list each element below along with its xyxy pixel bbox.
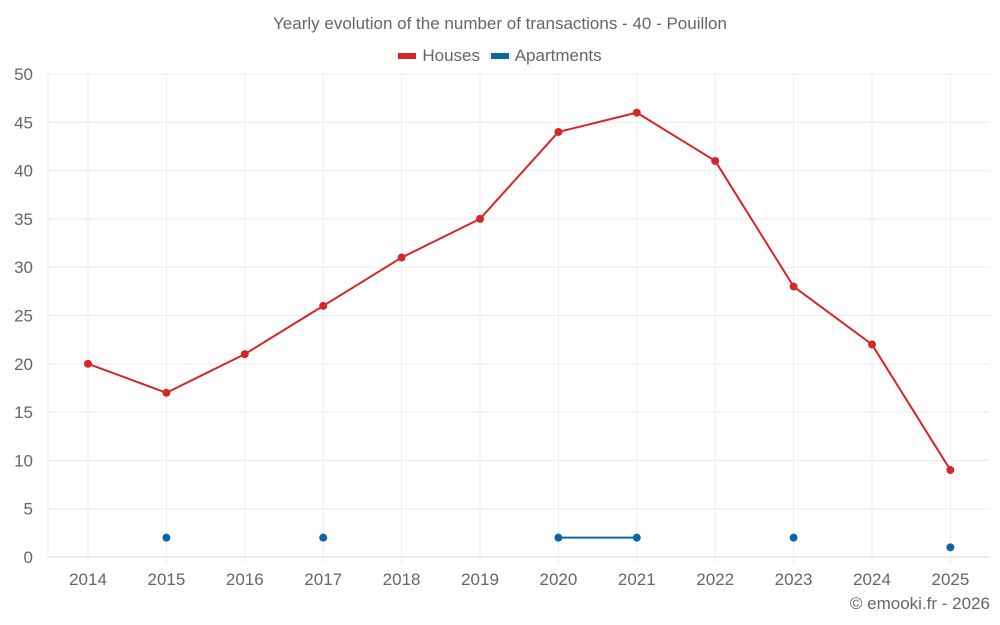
- legend-item-apartments[interactable]: Apartments: [490, 46, 602, 66]
- data-point-houses: [789, 282, 798, 291]
- x-tick-label: 2017: [304, 570, 342, 589]
- series-line-houses: [165, 353, 246, 394]
- data-point-apartments: [789, 533, 798, 542]
- series-line-houses: [401, 218, 481, 259]
- data-point-houses: [632, 108, 641, 117]
- y-tick-label: 0: [24, 548, 33, 567]
- x-tick-label: 2015: [147, 570, 185, 589]
- series-line-houses: [714, 160, 795, 288]
- series-line-houses: [322, 256, 403, 307]
- y-tick-label: 25: [14, 307, 33, 326]
- data-point-houses: [319, 301, 328, 310]
- chart-title: Yearly evolution of the number of transa…: [273, 14, 727, 33]
- data-point-houses: [711, 156, 720, 165]
- series-line-houses: [871, 343, 952, 471]
- series-line-houses: [636, 111, 716, 162]
- y-tick-label: 10: [14, 451, 33, 470]
- data-point-apartments: [162, 533, 171, 542]
- series-line-houses: [558, 111, 638, 133]
- series-line-houses: [87, 362, 167, 394]
- data-point-houses: [397, 253, 406, 262]
- data-point-apartments: [946, 543, 955, 552]
- legend-swatch-apartments: [490, 53, 509, 59]
- legend-item-houses[interactable]: Houses: [398, 46, 480, 66]
- data-point-houses: [554, 127, 563, 136]
- data-point-houses: [162, 388, 171, 397]
- x-tick-label: 2025: [931, 570, 969, 589]
- x-tick-label: 2022: [696, 570, 734, 589]
- data-point-houses: [946, 466, 955, 475]
- y-tick-label: 35: [14, 210, 33, 229]
- x-tick-label: 2016: [226, 570, 264, 589]
- data-point-apartments: [632, 533, 641, 542]
- series-line-houses: [479, 131, 560, 220]
- data-point-houses: [476, 214, 484, 223]
- y-tick-label: 45: [14, 113, 33, 132]
- data-point-apartments: [554, 533, 563, 542]
- data-point-houses: [240, 350, 249, 359]
- x-tick-label: 2021: [618, 570, 656, 589]
- x-tick-label: 2023: [775, 570, 813, 589]
- y-tick-label: 5: [24, 500, 33, 519]
- y-tick-label: 30: [14, 258, 33, 277]
- legend-label-houses: Houses: [422, 46, 480, 65]
- legend-label-apartments: Apartments: [514, 46, 602, 65]
- x-tick-label: 2018: [383, 570, 421, 589]
- series-line-houses: [244, 304, 324, 355]
- legend: Houses Apartments: [0, 44, 1000, 66]
- data-point-houses: [84, 359, 92, 368]
- credit-text: © emooki.fr - 2026: [849, 594, 990, 613]
- y-tick-label: 50: [14, 65, 33, 84]
- x-tick-label: 2019: [461, 570, 499, 589]
- y-tick-label: 15: [14, 403, 33, 422]
- y-tick-label: 20: [14, 355, 33, 374]
- data-point-apartments: [319, 533, 328, 542]
- series-line-houses: [793, 285, 873, 346]
- legend-swatch-houses: [398, 53, 417, 59]
- x-tick-label: 2024: [853, 570, 891, 589]
- x-tick-label: 2020: [539, 570, 577, 589]
- y-tick-label: 40: [14, 162, 33, 181]
- x-tick-label: 2014: [69, 570, 107, 589]
- data-point-houses: [868, 340, 876, 349]
